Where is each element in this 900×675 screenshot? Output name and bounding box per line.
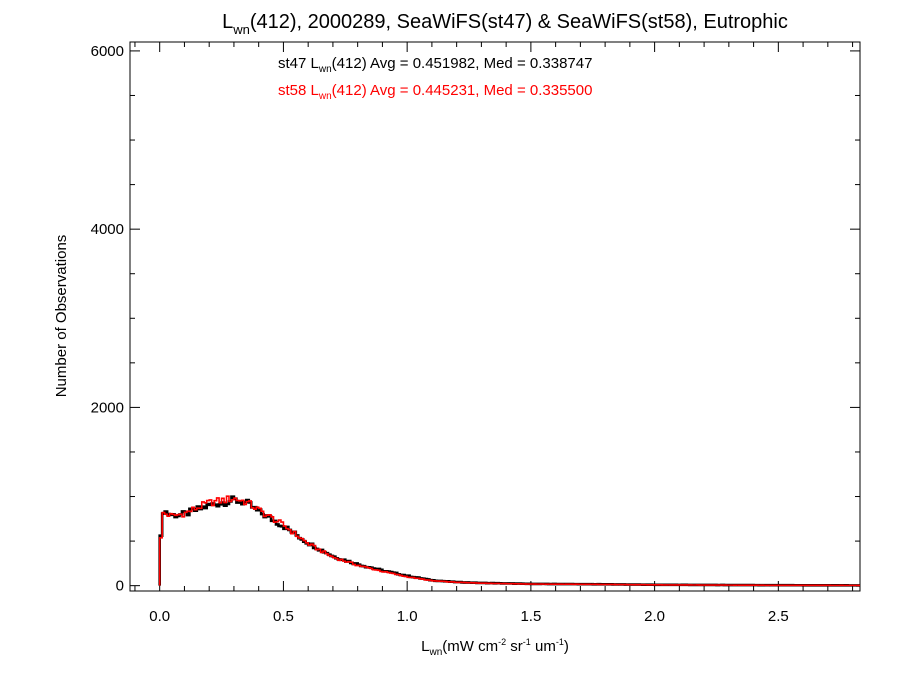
- y-axis-label: Number of Observations: [53, 235, 70, 398]
- annotation-st58: st58 Lwn(412) Avg = 0.445231, Med = 0.33…: [278, 82, 592, 102]
- y-tick-label: 4000: [91, 221, 124, 238]
- series-st47-histogram: [158, 495, 860, 587]
- y-axis: 0 2000 4000 6000: [91, 43, 860, 595]
- x-tick-label: 1.0: [397, 608, 418, 625]
- series-st58-histogram: [158, 495, 860, 587]
- y-tick-label: 6000: [91, 43, 124, 60]
- x-tick-label: 1.5: [520, 608, 541, 625]
- chart-title: Lwn(412), 2000289, SeaWiFS(st47) & SeaWi…: [222, 11, 788, 37]
- y-tick-label: 0: [116, 578, 124, 595]
- series-layer: [158, 495, 860, 587]
- x-tick-label: 0.0: [149, 608, 170, 625]
- x-tick-label: 2.0: [644, 608, 665, 625]
- chart-title-subscript: wn: [232, 22, 250, 37]
- x-axis: 0.0 0.5 1.0 1.5 2.0 2.5: [134, 42, 854, 625]
- x-tick-label: 2.5: [768, 608, 789, 625]
- annotation-st47: st47 Lwn(412) Avg = 0.451982, Med = 0.33…: [278, 55, 592, 75]
- y-tick-label: 2000: [91, 399, 124, 416]
- plot-frame: [129, 41, 861, 592]
- x-tick-label: 0.5: [273, 608, 294, 625]
- x-axis-label: Lwn(mW cm-2 sr-1 um-1): [421, 637, 569, 658]
